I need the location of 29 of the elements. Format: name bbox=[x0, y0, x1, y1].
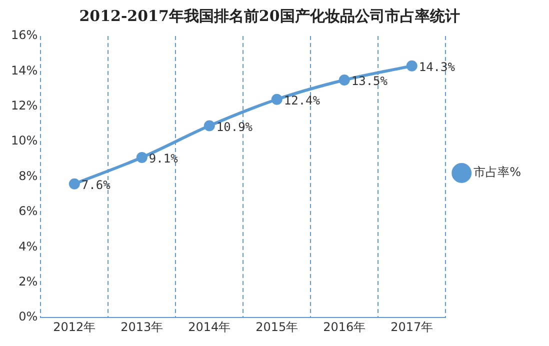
data-label: 13.5% bbox=[351, 74, 388, 88]
point bbox=[68, 178, 80, 190]
y-tick-label: 0% bbox=[18, 310, 38, 324]
data-label: 9.1% bbox=[148, 152, 179, 166]
y-tick-label: 14% bbox=[11, 63, 38, 78]
data-label: 10.9% bbox=[216, 120, 254, 134]
data-label: 7.6% bbox=[81, 178, 112, 192]
x-tick-label: 2012年 bbox=[53, 320, 96, 334]
y-tick-label: 4% bbox=[18, 239, 38, 254]
y-tick-label: 8% bbox=[18, 168, 38, 183]
point bbox=[338, 74, 350, 86]
point bbox=[406, 60, 418, 72]
point bbox=[136, 152, 148, 163]
y-tick-label: 6% bbox=[18, 204, 38, 218]
y-tick-label: 16% bbox=[11, 28, 38, 42]
x-tick-label: 2014年 bbox=[188, 320, 231, 334]
point bbox=[204, 120, 215, 132]
x-tick-label: 2015年 bbox=[256, 320, 298, 334]
y-tick-label: 2% bbox=[18, 274, 38, 289]
chart-title: 2012-2017年我国排名前20国产化妆品公司市占率统计 bbox=[79, 6, 460, 25]
point bbox=[271, 94, 282, 105]
data-label: 12.4% bbox=[284, 93, 321, 108]
data-label: 14.3% bbox=[418, 60, 456, 74]
legend-label: 市占率% bbox=[474, 165, 522, 180]
x-tick-label: 2013年 bbox=[120, 320, 164, 334]
y-tick-label: 12% bbox=[11, 98, 38, 113]
x-tick-label: 2017年 bbox=[390, 320, 434, 334]
y-tick-label: 10% bbox=[11, 134, 38, 148]
x-tick-label: 2016年 bbox=[323, 320, 366, 334]
